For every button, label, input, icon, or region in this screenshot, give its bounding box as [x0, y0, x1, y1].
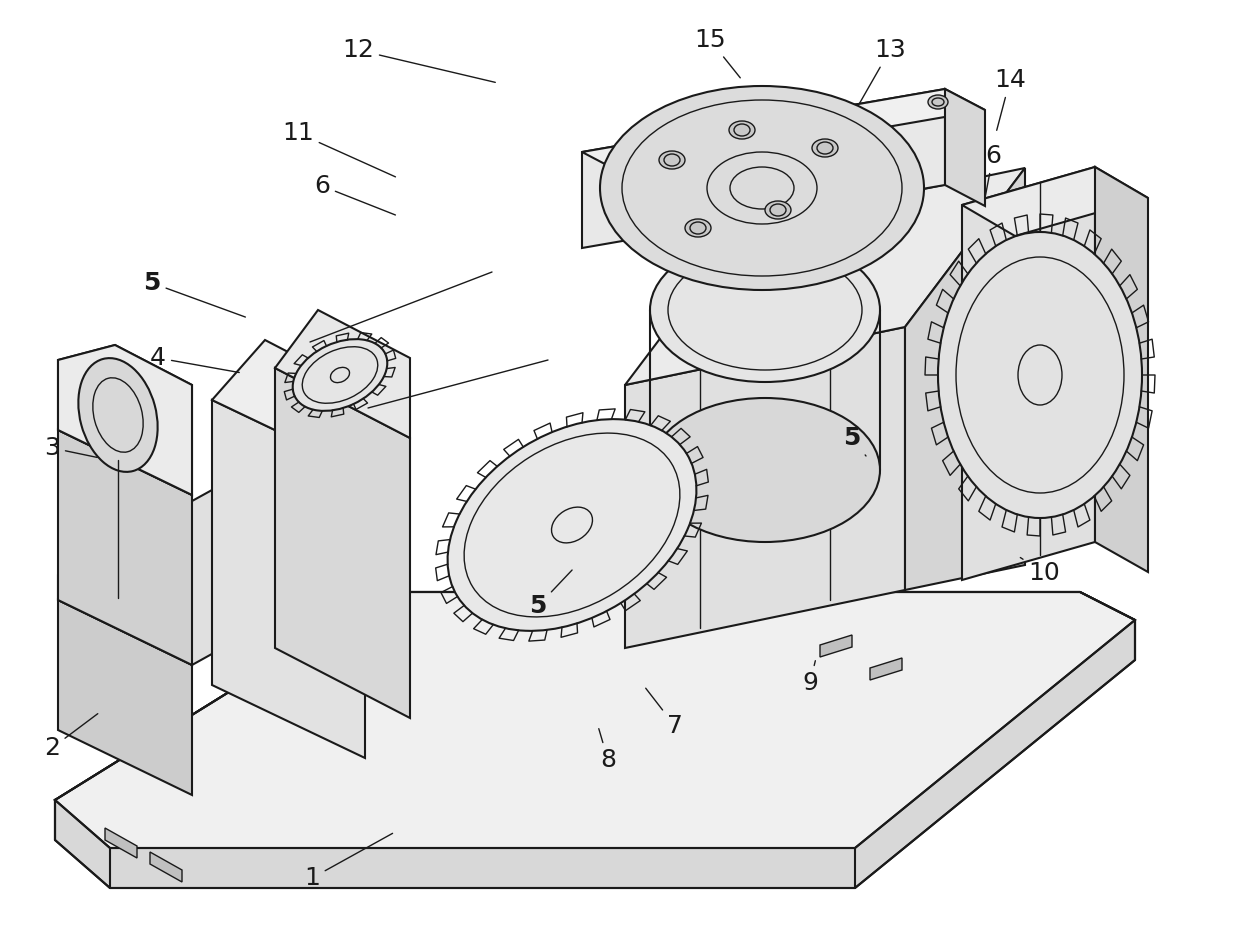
Polygon shape — [212, 400, 365, 758]
Polygon shape — [58, 490, 345, 665]
Text: 4: 4 — [150, 346, 239, 372]
Polygon shape — [582, 89, 985, 173]
Text: 5: 5 — [843, 426, 866, 456]
Polygon shape — [962, 167, 1095, 580]
Ellipse shape — [684, 219, 711, 237]
Ellipse shape — [78, 358, 157, 472]
Ellipse shape — [650, 238, 880, 382]
Ellipse shape — [765, 201, 791, 219]
Polygon shape — [58, 345, 192, 495]
Ellipse shape — [293, 339, 387, 411]
Text: 6: 6 — [985, 144, 1001, 195]
Polygon shape — [105, 828, 136, 858]
Text: 9: 9 — [802, 660, 818, 695]
Text: 12: 12 — [342, 38, 495, 82]
Polygon shape — [962, 167, 1148, 236]
Text: 11: 11 — [283, 121, 396, 177]
Text: 13: 13 — [859, 38, 906, 104]
Text: 10: 10 — [1021, 558, 1060, 585]
Text: 3: 3 — [45, 436, 97, 460]
Text: 15: 15 — [694, 28, 740, 78]
Ellipse shape — [812, 139, 838, 157]
Polygon shape — [55, 592, 1135, 848]
Ellipse shape — [650, 398, 880, 542]
Polygon shape — [625, 327, 905, 648]
Ellipse shape — [937, 232, 1142, 518]
Polygon shape — [945, 89, 985, 206]
Ellipse shape — [448, 419, 697, 631]
Polygon shape — [58, 600, 192, 795]
Text: 8: 8 — [599, 729, 616, 772]
Text: 14: 14 — [994, 68, 1025, 130]
Text: 5: 5 — [144, 271, 246, 317]
Ellipse shape — [600, 86, 924, 290]
Polygon shape — [275, 310, 410, 438]
Polygon shape — [582, 89, 945, 248]
Polygon shape — [870, 658, 901, 680]
Text: 1: 1 — [304, 834, 393, 890]
Polygon shape — [1095, 167, 1148, 572]
Polygon shape — [820, 635, 852, 657]
Ellipse shape — [729, 121, 755, 139]
Polygon shape — [55, 592, 1135, 888]
Text: 7: 7 — [646, 689, 683, 738]
Ellipse shape — [928, 95, 949, 109]
Text: 2: 2 — [43, 714, 98, 760]
Ellipse shape — [658, 151, 684, 169]
Text: 6: 6 — [314, 174, 396, 215]
Polygon shape — [905, 168, 1025, 590]
Text: 5: 5 — [529, 570, 572, 618]
Polygon shape — [212, 340, 365, 473]
Polygon shape — [58, 430, 192, 665]
Polygon shape — [275, 368, 410, 718]
Polygon shape — [625, 168, 1025, 385]
Polygon shape — [150, 852, 182, 882]
Polygon shape — [58, 345, 192, 495]
